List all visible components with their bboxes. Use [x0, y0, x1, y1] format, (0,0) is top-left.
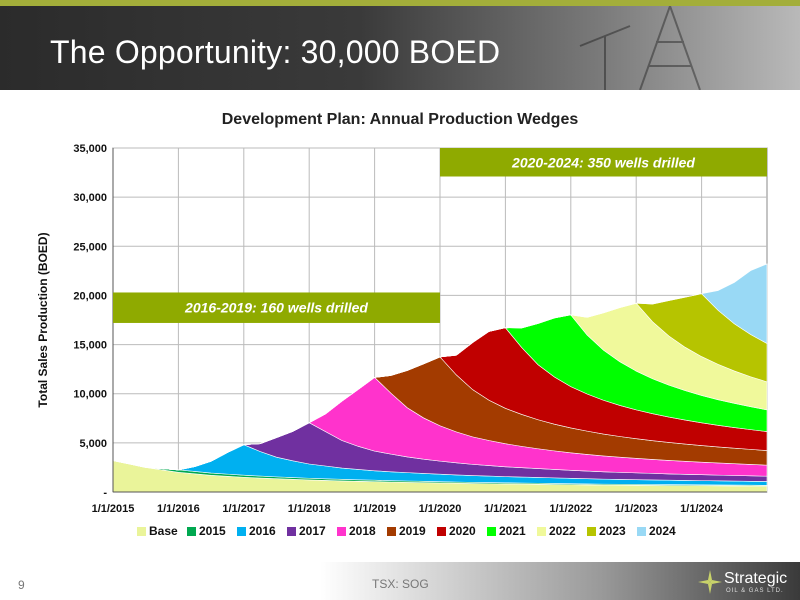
y-axis-label: Total Sales Production (BOED) — [36, 232, 50, 407]
annotation-text: 2016-2019: 160 wells drilled — [184, 300, 368, 316]
legend-swatch-base — [137, 527, 146, 536]
ticker-symbol: TSX: SOG — [372, 577, 429, 591]
legend-swatch-2015 — [187, 527, 196, 536]
annotation-box — [440, 148, 767, 177]
y-tick-label: 30,000 — [73, 192, 107, 204]
legend-swatch-2016 — [237, 527, 246, 536]
legend-label-2022: 2022 — [549, 524, 576, 538]
legend-swatch-2017 — [287, 527, 296, 536]
legend-label-2019: 2019 — [399, 524, 426, 538]
company-logo-icon — [698, 570, 722, 594]
y-tick-label: 5,000 — [79, 438, 107, 450]
chart-title: Development Plan: Annual Production Wedg… — [221, 111, 579, 128]
y-tick-label: 15,000 — [73, 340, 107, 352]
legend-label-2020: 2020 — [449, 524, 476, 538]
area-series-2024 — [112, 263, 768, 471]
legend-label-2016: 2016 — [249, 524, 276, 538]
page-title: The Opportunity: 30,000 BOED — [50, 34, 501, 70]
x-tick-label: 1/1/2023 — [615, 503, 658, 515]
legend-swatch-2019 — [387, 527, 396, 536]
y-tick-label: 35,000 — [73, 143, 107, 155]
slide-header: The Opportunity: 30,000 BOED — [0, 6, 800, 90]
y-tick-label: 10,000 — [73, 389, 107, 401]
legend-label-2018: 2018 — [349, 524, 376, 538]
x-tick-label: 1/1/2019 — [353, 503, 396, 515]
legend-swatch-2021 — [487, 527, 496, 536]
production-chart: - 5,000 10,000 15,000 20,000 25,000 30,000 35,0… — [36, 143, 768, 538]
legend-swatch-2018 — [337, 527, 346, 536]
legend-swatch-2020 — [437, 527, 446, 536]
x-tick-label: 1/1/2016 — [157, 503, 200, 515]
annotation-box — [113, 292, 440, 323]
y-tick-label: - — [103, 487, 107, 499]
oil-rig-icon — [579, 6, 701, 90]
legend-swatch-2024 — [637, 527, 646, 536]
x-tick-label: 1/1/2020 — [419, 503, 462, 515]
legend-label-2023: 2023 — [599, 524, 626, 538]
legend-label-2017: 2017 — [299, 524, 326, 538]
page-number: 9 — [18, 578, 25, 592]
y-tick-label: 25,000 — [73, 241, 107, 253]
y-tick-label: 20,000 — [73, 290, 107, 302]
x-tick-label: 1/1/2021 — [484, 503, 527, 515]
legend-label-2024: 2024 — [649, 524, 676, 538]
legend-label-base: Base — [149, 524, 178, 538]
top-accent-bar — [0, 0, 800, 6]
legend-swatch-2022 — [537, 527, 546, 536]
legend-label-2021: 2021 — [499, 524, 526, 538]
logo-subtitle: OIL & GAS LTD. — [726, 588, 784, 594]
logo-name: Strategic — [724, 570, 788, 587]
x-tick-label: 1/1/2015 — [92, 503, 135, 515]
x-tick-label: 1/1/2022 — [549, 503, 592, 515]
footer-bar — [0, 562, 800, 600]
x-tick-label: 1/1/2017 — [222, 503, 265, 515]
x-tick-label: 1/1/2024 — [680, 503, 724, 515]
x-tick-label: 1/1/2018 — [288, 503, 331, 515]
legend-label-2015: 2015 — [199, 524, 226, 538]
legend-swatch-2023 — [587, 527, 596, 536]
annotation-text: 2020-2024: 350 wells drilled — [511, 154, 695, 170]
